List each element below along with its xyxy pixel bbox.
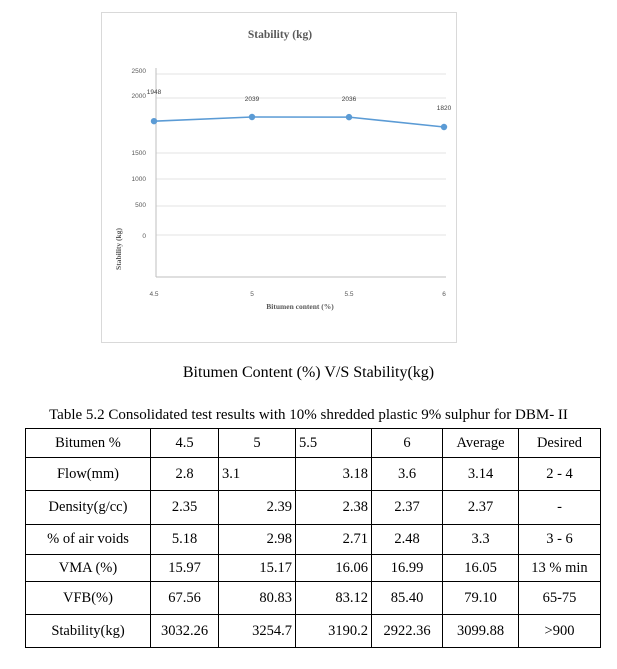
data-point xyxy=(440,123,448,131)
row-label: VFB(%) xyxy=(25,581,151,615)
row-label: Flow(mm) xyxy=(25,457,151,491)
header-cell: 6 xyxy=(371,428,443,458)
table-cell: 3.18 xyxy=(295,457,372,491)
table-cell: 3 - 6 xyxy=(518,524,601,555)
figure-caption: Bitumen Content (%) V/S Stability(kg) xyxy=(182,364,435,381)
data-point xyxy=(345,113,353,121)
table-cell: 3.6 xyxy=(371,457,443,491)
table-cell: 2.39 xyxy=(218,490,296,525)
table-row: VFB(%) 67.56 80.83 83.12 85.40 79.10 65-… xyxy=(25,581,601,615)
table-cell: 3190.2 xyxy=(295,614,372,648)
table-row: VMA (%) 15.97 15.17 16.06 16.99 16.05 13… xyxy=(25,554,601,582)
y-axis-label: Stability (kg) xyxy=(114,228,123,270)
x-tick-label: 4.5 xyxy=(149,291,158,298)
table-cell: 16.99 xyxy=(371,554,443,582)
table-cell: 16.05 xyxy=(442,554,519,582)
table-cell: 16.06 xyxy=(295,554,372,582)
table-row: Flow(mm) 2.8 3.1 3.18 3.6 3.14 2 - 4 xyxy=(25,457,601,491)
table-cell: 3099.88 xyxy=(442,614,519,648)
row-label: % of air voids xyxy=(25,524,151,555)
y-tick-label: 2500 xyxy=(132,68,147,75)
y-tick-label: 500 xyxy=(135,202,146,209)
table-row: % of air voids 5.18 2.98 2.71 2.48 3.3 3… xyxy=(25,524,601,555)
stability-line-chart: 2500 2000 1500 1000 500 0 4.5 5 5.5 6 1948 2039 2036… xyxy=(114,29,452,311)
row-label: Stability(kg) xyxy=(25,614,151,648)
table-cell: 2.35 xyxy=(150,490,219,525)
series-line xyxy=(153,116,445,128)
table-cell: >900 xyxy=(518,614,601,648)
table-cell: 15.17 xyxy=(218,554,296,582)
table-cell: 3254.7 xyxy=(218,614,296,648)
header-cell: Bitumen % xyxy=(25,428,151,458)
table-cell: 3.3 xyxy=(442,524,519,555)
table-cell: 2 - 4 xyxy=(518,457,601,491)
x-tick-label: 5.5 xyxy=(344,291,353,298)
table-cell: 2.98 xyxy=(218,524,296,555)
table-cell: 2.48 xyxy=(371,524,443,555)
table-cell: 2922.36 xyxy=(371,614,443,648)
y-tick-label: 0 xyxy=(142,233,146,240)
y-tick-label: 1000 xyxy=(132,176,147,183)
table-row: Density(g/cc) 2.35 2.39 2.38 2.37 2.37 - xyxy=(25,490,601,525)
data-label: 1948 xyxy=(147,89,162,96)
results-table: Bitumen % 4.5 5 5.5 6 Average Desired Fl… xyxy=(25,428,601,648)
chart-title: Stability (kg) xyxy=(248,29,312,41)
table-cell: 80.83 xyxy=(218,581,296,615)
header-cell: Average xyxy=(442,428,519,458)
table-caption: Table 5.2 Consolidated test results with… xyxy=(49,407,568,423)
table-cell: 2.37 xyxy=(371,490,443,525)
table-cell: 2.38 xyxy=(295,490,372,525)
table-cell: - xyxy=(518,490,601,525)
x-tick-label: 5 xyxy=(250,291,254,298)
row-label: Density(g/cc) xyxy=(25,490,151,525)
data-point xyxy=(150,117,158,125)
row-label: VMA (%) xyxy=(25,554,151,582)
table-cell: 3.1 xyxy=(218,457,296,491)
table-cell: 65-75 xyxy=(518,581,601,615)
table-cell: 3032.26 xyxy=(150,614,219,648)
table-cell: 3.14 xyxy=(442,457,519,491)
data-label: 2039 xyxy=(245,96,260,103)
x-tick-label: 6 xyxy=(442,291,446,298)
table-cell: 85.40 xyxy=(371,581,443,615)
table-cell: 79.10 xyxy=(442,581,519,615)
table-cell: 83.12 xyxy=(295,581,372,615)
header-cell: 5.5 xyxy=(295,428,372,458)
y-tick-label: 1500 xyxy=(132,150,147,157)
table-row: Stability(kg) 3032.26 3254.7 3190.2 2922… xyxy=(25,614,601,648)
header-cell: 4.5 xyxy=(150,428,219,458)
table-header-row: Bitumen % 4.5 5 5.5 6 Average Desired xyxy=(25,428,601,458)
data-point xyxy=(248,113,256,121)
table-cell: 13 % min xyxy=(518,554,601,582)
table-cell: 5.18 xyxy=(150,524,219,555)
data-label: 2036 xyxy=(342,96,357,103)
data-label: 1820 xyxy=(437,105,452,112)
chart-frame: 2500 2000 1500 1000 500 0 4.5 5 5.5 6 1948 2039 2036… xyxy=(101,12,457,343)
x-axis-label: Bitumen content (%) xyxy=(266,302,334,311)
header-cell: Desired xyxy=(518,428,601,458)
y-tick-label: 2000 xyxy=(132,93,147,100)
table-cell: 2.37 xyxy=(442,490,519,525)
table-cell: 2.71 xyxy=(295,524,372,555)
table-cell: 67.56 xyxy=(150,581,219,615)
table-cell: 2.8 xyxy=(150,457,219,491)
table-cell: 15.97 xyxy=(150,554,219,582)
header-cell: 5 xyxy=(218,428,296,458)
